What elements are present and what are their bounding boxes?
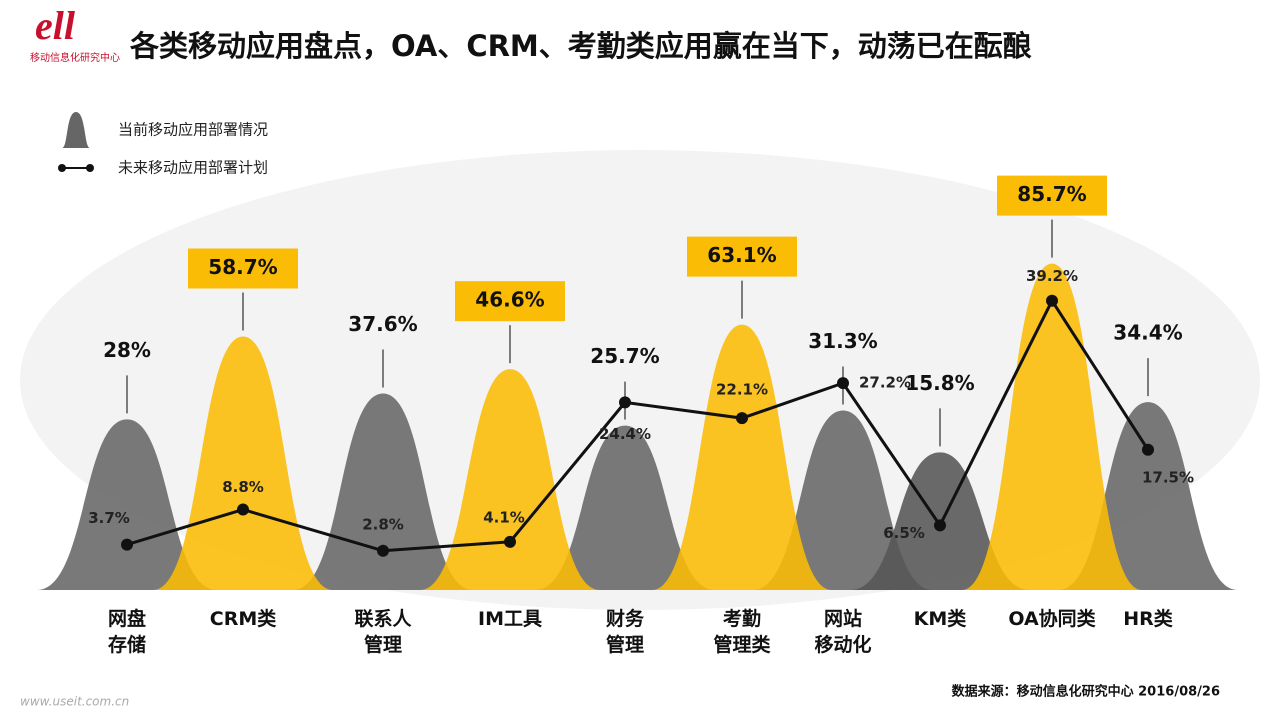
- x-tick-label: 网盘 存储: [107, 608, 146, 656]
- line-point: [237, 503, 249, 516]
- value-label: 63.1%: [707, 243, 776, 267]
- legend-dot: [58, 164, 66, 172]
- label-box: [997, 175, 1107, 216]
- legend-dot: [86, 164, 94, 172]
- label-box: [455, 281, 565, 322]
- value-label: 8.8%: [222, 478, 264, 496]
- line: [126, 297, 1150, 553]
- x-tick-label: 财务 管理: [605, 608, 644, 656]
- line-point: [377, 544, 389, 557]
- line-point: [1142, 443, 1154, 456]
- bell: [293, 393, 473, 590]
- bell: [37, 419, 217, 590]
- value-label: 6.5%: [883, 524, 925, 542]
- value-label: 85.7%: [1017, 182, 1086, 206]
- value-label: 34.4%: [1113, 321, 1182, 345]
- x-tick-label: HR类: [1123, 608, 1173, 630]
- x-tick-label: 联系人 管理: [354, 608, 412, 656]
- line-point: [837, 377, 849, 390]
- legend-label: 未来移动应用部署计划: [118, 159, 268, 177]
- value-label: 28%: [103, 338, 151, 362]
- x-tick-label: 网站 移动化: [814, 608, 872, 656]
- legend-bell: [62, 112, 90, 148]
- label-box: [188, 248, 298, 289]
- x-tick-label: KM类: [913, 608, 967, 630]
- x-tick-label: IM工具: [478, 608, 542, 630]
- bell: [962, 263, 1142, 590]
- value-label: 39.2%: [1026, 267, 1078, 285]
- value-label: 46.6%: [475, 288, 544, 312]
- x-tick-label: 考勤 管理类: [713, 608, 771, 656]
- logo-mark: ell: [35, 3, 76, 48]
- line-point: [619, 396, 631, 409]
- value-label: 27.2%: [859, 374, 911, 392]
- logo-text: 移动信息化研究中心: [30, 51, 120, 64]
- value-label: 25.7%: [590, 344, 659, 368]
- x-tick-label: OA协同类: [1008, 608, 1096, 630]
- value-label: 4.1%: [483, 508, 525, 526]
- line-point: [1046, 294, 1058, 307]
- value-label: 17.5%: [1142, 468, 1194, 486]
- value-label: 58.7%: [208, 255, 277, 279]
- value-label: 37.6%: [348, 312, 417, 336]
- value-label: 31.3%: [808, 329, 877, 353]
- line-point: [121, 538, 133, 551]
- line-point: [504, 535, 516, 548]
- footer-url: www.useit.com.cn: [20, 695, 129, 709]
- chart-title: 各类移动应用盘点，OA、CRM、考勤类应用赢在当下，动荡已在酝酿: [129, 29, 1032, 63]
- value-label: 3.7%: [88, 509, 130, 527]
- legend-label: 当前移动应用部署情况: [118, 121, 268, 139]
- value-label: 24.4%: [599, 425, 651, 443]
- bell: [652, 324, 832, 590]
- line-point: [934, 519, 946, 532]
- bell: [535, 425, 715, 590]
- bell: [420, 369, 600, 590]
- bell: [153, 336, 333, 590]
- x-tick-label: CRM类: [209, 608, 277, 630]
- label-box: [687, 236, 797, 277]
- source: 数据来源：移动信息化研究中心 2016/08/26: [952, 684, 1220, 700]
- line-point: [736, 412, 748, 425]
- value-label: 2.8%: [362, 515, 404, 533]
- value-label: 15.8%: [905, 371, 974, 395]
- value-label: 22.1%: [716, 381, 768, 399]
